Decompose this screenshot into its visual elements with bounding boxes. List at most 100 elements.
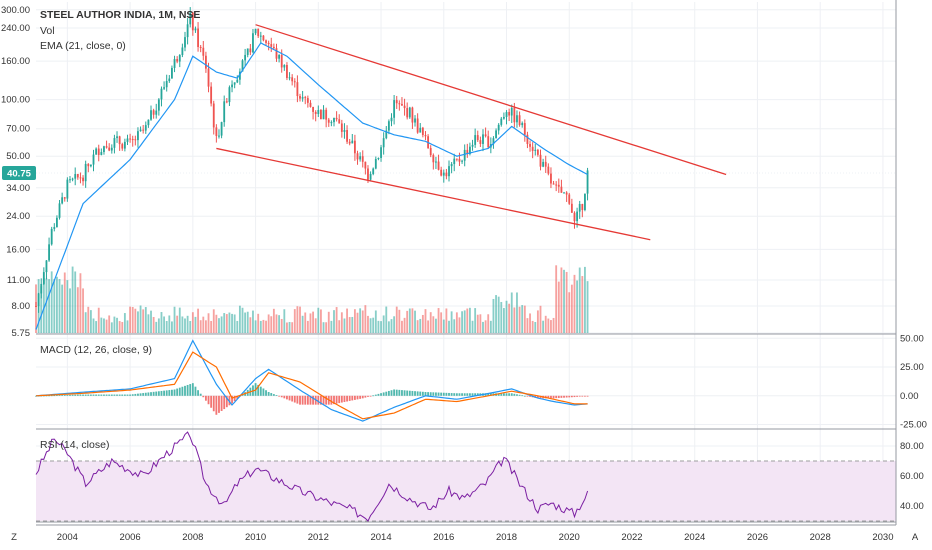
macd-hist-bar bbox=[173, 389, 176, 396]
rsi-tick-label: 80.00 bbox=[900, 441, 924, 452]
macd-hist-bar bbox=[463, 393, 466, 396]
candle-body bbox=[382, 138, 385, 148]
volume-bar bbox=[361, 310, 364, 333]
candle-body bbox=[82, 177, 84, 182]
macd-hist-bar bbox=[134, 393, 137, 396]
volume-bar bbox=[293, 309, 296, 333]
candle-body bbox=[570, 203, 573, 213]
volume-bar bbox=[95, 321, 98, 333]
candle-body bbox=[306, 98, 309, 103]
candle-body bbox=[108, 147, 111, 151]
macd-hist-bar bbox=[82, 394, 84, 396]
macd-hist-bar bbox=[372, 395, 375, 397]
volume-bar bbox=[84, 312, 87, 333]
volume-bar bbox=[408, 308, 411, 333]
macd-hist-bar bbox=[502, 393, 505, 396]
volume-bar bbox=[390, 319, 393, 333]
macd-hist-bar bbox=[406, 390, 409, 396]
time-tick-label: 2004 bbox=[57, 532, 78, 543]
time-tick-label: 2026 bbox=[747, 532, 768, 543]
candle-body bbox=[455, 158, 458, 160]
macd-hist-bar bbox=[393, 389, 396, 396]
macd-hist-bar bbox=[233, 395, 236, 402]
volume-bar bbox=[568, 292, 571, 333]
volume-bar bbox=[518, 306, 521, 333]
volume-bar bbox=[212, 309, 215, 333]
volume-bar bbox=[424, 309, 427, 333]
candle-body bbox=[536, 149, 539, 155]
macd-hist-bar bbox=[223, 395, 226, 410]
volume-bar bbox=[40, 286, 43, 333]
candle-body bbox=[523, 123, 526, 135]
candle-body bbox=[267, 42, 270, 45]
macd-hist-bar bbox=[550, 395, 552, 399]
macd-hist-bar bbox=[301, 395, 304, 405]
volume-bar bbox=[228, 312, 231, 333]
rsi-tick-label: 60.00 bbox=[900, 471, 924, 482]
macd-hist-bar bbox=[296, 395, 299, 404]
macd-hist-bar bbox=[299, 395, 301, 405]
candle-body bbox=[233, 82, 236, 85]
candle-body bbox=[278, 54, 281, 59]
candle-body bbox=[346, 130, 348, 142]
candle-body bbox=[325, 109, 328, 120]
macd-hist-bar bbox=[309, 395, 312, 405]
volume-bar bbox=[458, 317, 461, 333]
candle-body bbox=[163, 87, 165, 89]
macd-hist-bar bbox=[181, 386, 184, 396]
macd-hist-bar bbox=[123, 394, 126, 396]
macd-hist-bar bbox=[421, 391, 424, 396]
macd-hist-bar bbox=[50, 395, 53, 397]
volume-bar bbox=[244, 312, 247, 333]
macd-tick-label: 50.00 bbox=[900, 333, 924, 344]
volume-bar bbox=[353, 309, 356, 333]
macd-hist-bar bbox=[168, 390, 171, 396]
macd-hist-bar bbox=[171, 389, 173, 396]
candle-body bbox=[265, 40, 267, 43]
volume-bar bbox=[500, 301, 503, 333]
macd-hist-bar bbox=[160, 390, 163, 396]
macd-hist-bar bbox=[142, 393, 145, 396]
macd-hist-bar bbox=[510, 393, 513, 396]
volume-bar bbox=[403, 317, 406, 333]
macd-hist-bar bbox=[225, 395, 228, 408]
candle-body bbox=[395, 100, 398, 104]
macd-hist-bar bbox=[267, 392, 270, 396]
corner-label-left[interactable]: Z bbox=[11, 532, 17, 543]
volume-bar bbox=[223, 313, 226, 333]
volume-bar bbox=[186, 315, 189, 333]
volume-bar bbox=[160, 312, 163, 333]
volume-bar bbox=[565, 271, 568, 333]
volume-bar bbox=[523, 305, 526, 333]
candle-body bbox=[293, 81, 296, 83]
candle-body bbox=[210, 86, 213, 104]
volume-bar bbox=[204, 320, 207, 333]
candles[interactable] bbox=[35, 7, 589, 313]
macd-hist-bar bbox=[513, 393, 516, 396]
channel-lines[interactable] bbox=[216, 24, 727, 241]
candle-body bbox=[50, 228, 53, 245]
volume-bar bbox=[231, 313, 233, 333]
volume-bar bbox=[103, 318, 105, 333]
volume-bar bbox=[382, 315, 385, 333]
volume-bar bbox=[275, 314, 278, 333]
corner-label-right[interactable]: A bbox=[912, 532, 919, 543]
candle-body bbox=[199, 47, 202, 49]
volume-bar bbox=[265, 320, 267, 333]
volume-bar bbox=[348, 317, 351, 333]
volume-bar bbox=[395, 306, 398, 333]
main-title: STEEL AUTHOR INDIA, 1M, NSE bbox=[40, 9, 200, 21]
volume-bar bbox=[448, 320, 450, 333]
volume-bar bbox=[419, 318, 422, 333]
candle-body bbox=[500, 118, 503, 125]
signal-line bbox=[35, 351, 588, 420]
volume-bar bbox=[544, 315, 547, 333]
candle-body bbox=[385, 130, 388, 139]
volume-bar bbox=[197, 308, 199, 333]
macd-hist-bar bbox=[385, 391, 388, 396]
candle-body bbox=[181, 47, 184, 56]
volume-bar bbox=[367, 315, 369, 333]
volume-bar bbox=[50, 271, 53, 333]
